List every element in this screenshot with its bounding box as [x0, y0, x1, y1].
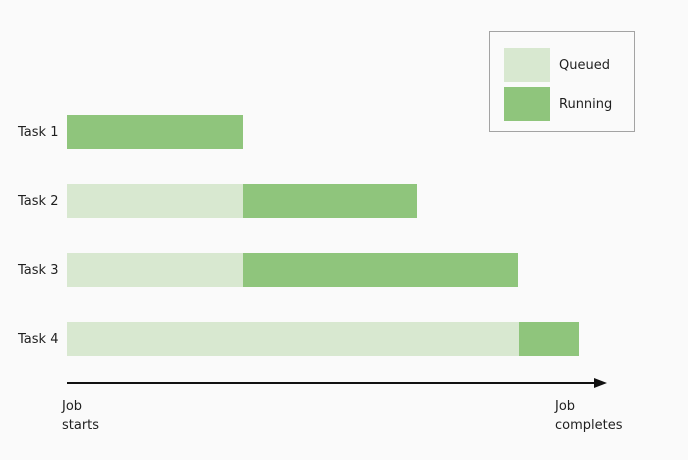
bar-segment-running	[67, 115, 244, 149]
legend-label-queued: Queued	[559, 57, 610, 73]
bar-segment-running	[243, 253, 518, 287]
legend-item-queued: Queued	[504, 48, 634, 82]
legend-label-running: Running	[559, 96, 613, 112]
task-label: Task 4	[18, 331, 59, 347]
axis-start-label: Job starts	[62, 399, 100, 433]
x-axis-arrowhead-icon	[594, 378, 607, 388]
bar-segment-queued	[67, 322, 519, 356]
running-swatch	[504, 87, 550, 121]
task-label: Task 2	[18, 193, 59, 209]
queued-swatch	[504, 48, 550, 82]
axis-end-label: Job completes	[555, 399, 623, 433]
legend-item-running: Running	[504, 87, 634, 121]
bar-segment-running	[243, 184, 417, 218]
bar-segment-queued	[67, 253, 244, 287]
legend: Queued Running	[489, 31, 635, 132]
bar-segment-queued	[67, 184, 244, 218]
x-axis-line	[67, 382, 598, 384]
bar-segment-running	[518, 322, 579, 356]
task-label: Task 3	[18, 262, 59, 278]
task-label: Task 1	[18, 124, 59, 140]
